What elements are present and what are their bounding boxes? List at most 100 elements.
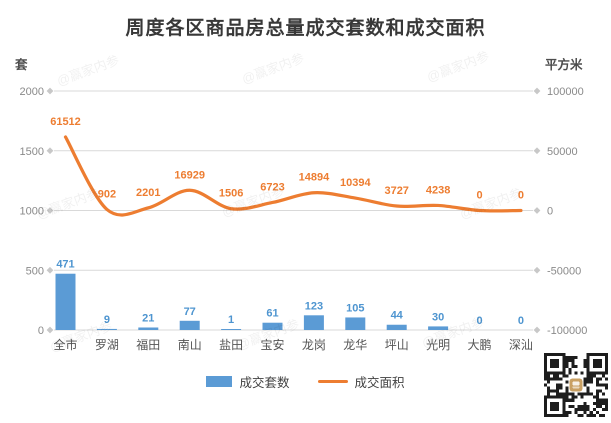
qr-module	[595, 380, 599, 384]
gridline-cap-diamond-icon	[46, 207, 54, 214]
qr-module	[577, 413, 581, 417]
category-label: 光明	[426, 338, 450, 352]
chart-title: 周度各区商品房总量成交套数和成交面积	[125, 18, 486, 39]
qr-module	[586, 392, 590, 396]
bar-series-swatch-icon	[206, 376, 233, 387]
qr-module	[547, 377, 551, 381]
line-value-label: 61512	[50, 116, 81, 128]
qr-module	[586, 374, 590, 378]
qr-module	[571, 404, 575, 408]
qr-module	[577, 407, 581, 411]
line-value-label: 6723	[260, 181, 284, 193]
qr-module	[544, 374, 548, 378]
qr-module	[604, 377, 608, 381]
qr-module	[598, 413, 602, 417]
qr-module	[580, 413, 584, 417]
gridline-cap-diamond-icon	[533, 326, 541, 334]
qr-module	[604, 407, 608, 411]
qr-module	[583, 401, 587, 405]
qr-module	[559, 377, 563, 381]
right-axis-tick-label: -50000	[547, 265, 581, 277]
qr-module	[577, 404, 581, 408]
category-label: 坪山	[385, 338, 409, 352]
qr-module	[568, 368, 572, 372]
qr-module	[586, 413, 590, 417]
qr-module	[580, 407, 584, 411]
qr-module	[583, 377, 587, 381]
qr-module	[598, 383, 602, 387]
qr-module	[547, 386, 551, 390]
qr-module	[553, 374, 557, 378]
qr-module	[583, 407, 587, 411]
qr-module	[571, 362, 575, 366]
gridline-cap-diamond-icon	[533, 147, 541, 155]
bar-value-label: 105	[346, 302, 364, 314]
category-label: 盐田	[219, 338, 243, 352]
qr-module	[574, 365, 578, 369]
gridline-cap-diamond-icon	[533, 266, 541, 274]
gridline-cap-diamond-icon	[46, 326, 54, 334]
qr-module	[583, 380, 587, 384]
qr-module	[595, 410, 599, 414]
qr-module	[583, 365, 587, 369]
line-value-label: 0	[518, 190, 524, 202]
qr-module	[583, 362, 587, 366]
qr-module	[601, 401, 605, 405]
qr-module	[562, 374, 566, 378]
qr-module	[601, 392, 605, 396]
qr-module	[553, 377, 557, 381]
gridline-cap-diamond-icon	[46, 87, 54, 95]
qr-module	[583, 392, 587, 396]
qr-module	[583, 404, 587, 408]
bar	[345, 317, 366, 330]
qr-module	[580, 392, 584, 396]
gridline-cap-diamond-icon	[46, 266, 54, 274]
qr-module	[565, 386, 569, 390]
qr-module	[556, 392, 560, 396]
qr-module	[556, 374, 560, 378]
category-label: 龙华	[343, 338, 367, 352]
qr-module	[568, 356, 572, 360]
qr-module	[568, 410, 572, 414]
line-series	[63, 135, 523, 217]
qr-module	[571, 365, 575, 369]
bar-value-label: 44	[391, 310, 404, 322]
legend-item-bar-series: 成交套数	[206, 372, 290, 391]
qr-module	[601, 374, 605, 378]
qr-module	[586, 389, 590, 393]
qr-module	[598, 401, 602, 405]
qr-module	[544, 383, 548, 387]
qr-module	[565, 410, 569, 414]
legend: 成交套数 成交面积	[0, 372, 611, 391]
qr-module	[568, 371, 572, 375]
qr-module	[571, 356, 575, 360]
qr-module	[601, 383, 605, 387]
qr-module	[592, 413, 596, 417]
qr-code	[544, 353, 608, 417]
gridline-cap-diamond-icon	[46, 147, 54, 155]
qr-module	[574, 356, 578, 360]
bar-value-label: 471	[56, 259, 74, 271]
qr-module	[550, 377, 554, 381]
qr-module	[595, 389, 599, 393]
qr-module	[595, 377, 599, 381]
qr-module	[580, 395, 584, 399]
left-axis-unit-label: 套	[15, 58, 28, 72]
qr-module	[556, 383, 560, 387]
qr-module	[571, 392, 575, 396]
qr-module	[595, 392, 599, 396]
qr-module	[565, 365, 569, 369]
qr-module	[586, 407, 590, 411]
qr-module	[592, 395, 596, 399]
qr-module	[595, 398, 599, 402]
qr-center-logo-mark	[572, 381, 580, 386]
qr-module	[604, 398, 608, 402]
qr-module	[604, 404, 608, 408]
legend-label-bar-series: 成交套数	[239, 376, 290, 390]
gridline-cap-diamond-icon	[533, 87, 541, 95]
bar	[138, 327, 159, 330]
legend-item-line-series: 成交面积	[317, 372, 405, 391]
right-axis-tick-label: 100000	[547, 86, 584, 98]
qr-module	[598, 404, 602, 408]
